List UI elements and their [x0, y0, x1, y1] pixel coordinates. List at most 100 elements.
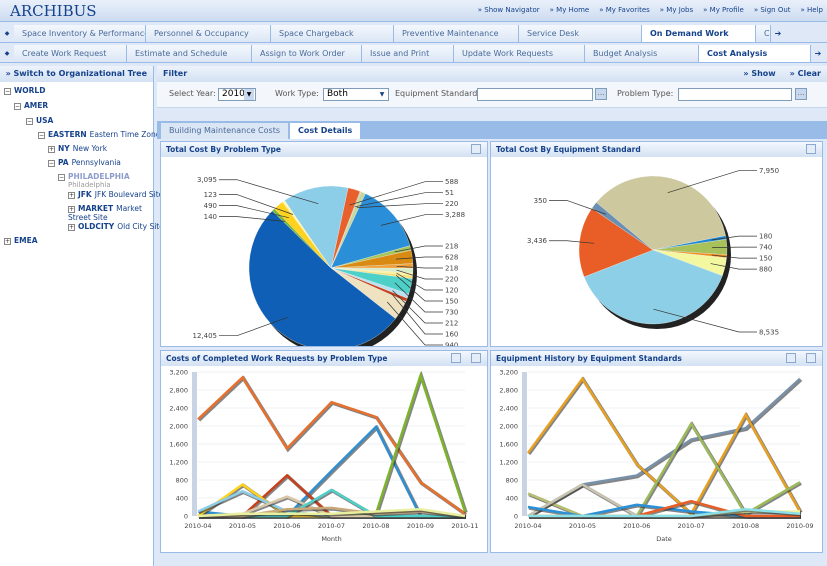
app-header: ARCHIBUS » Show Navigator » My Home » My F…: [0, 0, 827, 22]
equipment-standard-input[interactable]: [477, 88, 593, 101]
expand-icon[interactable]: +: [68, 192, 75, 199]
series-line[interactable]: [197, 375, 466, 515]
pie-slice[interactable]: [596, 175, 726, 251]
pie-slice[interactable]: [591, 202, 654, 251]
scroll-left-icon[interactable]: ◆: [4, 30, 10, 37]
data-view-icon[interactable]: [451, 353, 461, 363]
pie-slice[interactable]: [583, 249, 723, 325]
collapse-icon[interactable]: −: [58, 174, 65, 181]
maximize-icon[interactable]: [806, 144, 816, 154]
switch-tree-link[interactable]: » Switch to Organizational Tree: [0, 66, 153, 82]
tree-node-oldcity[interactable]: + OLDCITY Old City Site: [68, 222, 164, 231]
tree-node-eastern[interactable]: − EASTERN Eastern Time Zone: [38, 130, 160, 139]
tab-issue-and-print[interactable]: Issue and Print: [362, 45, 454, 62]
slice-label: 220: [445, 200, 458, 208]
tab-space-inventory-performance[interactable]: Space Inventory & Performance: [14, 25, 146, 42]
tree-node-philadelphia[interactable]: − PHILADELPHIA Philadelphia: [58, 172, 130, 189]
leader-line: [549, 200, 606, 215]
tab-c[interactable]: C: [756, 25, 771, 42]
show-button[interactable]: » Show: [743, 69, 776, 78]
tree-node-emea[interactable]: + EMEA: [4, 236, 41, 245]
expand-icon[interactable]: +: [4, 238, 11, 245]
pie-slice[interactable]: [330, 193, 411, 269]
collapse-icon[interactable]: −: [26, 118, 33, 125]
slice-label: 150: [759, 255, 772, 263]
filter-header: Filter » Show » Clear: [157, 66, 827, 82]
leader-line: [396, 269, 443, 280]
panel-title: Costs of Completed Work Requests by Prob…: [166, 354, 388, 363]
tree-node-market[interactable]: + MARKET Market Street Site: [68, 204, 152, 222]
top-link[interactable]: » Show Navigator: [477, 6, 540, 14]
top-link[interactable]: » My Profile: [703, 6, 744, 14]
leader-line: [396, 265, 443, 269]
series-line[interactable]: [197, 507, 466, 518]
tab-estimate-and-schedule[interactable]: Estimate and Schedule: [127, 45, 252, 62]
maximize-icon[interactable]: [471, 353, 481, 363]
series-line[interactable]: [526, 376, 802, 516]
tab-preventive-maintenance[interactable]: Preventive Maintenance: [394, 25, 519, 42]
scroll-right-icon[interactable]: ➔: [774, 29, 782, 38]
node-code: EASTERN: [48, 130, 87, 139]
leader-line: [394, 282, 443, 313]
expand-icon[interactable]: +: [68, 206, 75, 213]
worktype-select[interactable]: Both ▼: [323, 88, 389, 101]
tab-assign-to-work-order[interactable]: Assign to Work Order: [252, 45, 362, 62]
tree-node-ny[interactable]: + NY New York: [48, 144, 107, 153]
tab-on-demand-work[interactable]: On Demand Work: [642, 25, 756, 42]
subtab-cost-details[interactable]: Cost Details: [290, 123, 361, 139]
series-shadow: [198, 424, 466, 519]
top-link[interactable]: » My Favorites: [599, 6, 650, 14]
tree-node-pa[interactable]: − PA Pennsylvania: [48, 158, 121, 167]
tab-space-chargeback[interactable]: Space Chargeback: [271, 25, 394, 42]
line-chart: 0 400 800 1,200 1,600 2,000 2,400 2,800 3,200 201…: [499, 369, 813, 544]
problem-select-button[interactable]: …: [795, 88, 807, 100]
scroll-left-icon[interactable]: ◆: [4, 50, 10, 57]
series-line[interactable]: [528, 507, 801, 518]
slice-label: 180: [759, 233, 772, 241]
y-tick-label: 1,600: [169, 441, 188, 449]
tree-node-amer[interactable]: − AMER: [14, 101, 51, 110]
expand-icon[interactable]: +: [48, 146, 55, 153]
equipment-select-button[interactable]: …: [595, 88, 607, 100]
tab-create-work-request[interactable]: Create Work Request: [14, 45, 127, 62]
tree-node-jfk[interactable]: + JFK JFK Boulevard Site: [68, 190, 163, 199]
slice-label: 220: [445, 275, 458, 283]
y-tick-label: 0: [514, 513, 518, 521]
year-select[interactable]: 2010 ▼: [218, 88, 256, 101]
collapse-icon[interactable]: −: [4, 88, 11, 95]
series-line[interactable]: [197, 424, 465, 518]
tab-budget-analysis[interactable]: Budget Analysis: [585, 45, 699, 62]
x-tick-label: 2010-08: [362, 522, 389, 530]
leader-line: [396, 272, 443, 291]
slice-label: 880: [759, 266, 772, 274]
tab-personnel-occupancy[interactable]: Personnel & Occupancy: [146, 25, 271, 42]
collapse-icon[interactable]: −: [14, 103, 21, 110]
tab-update-work-requests[interactable]: Update Work Requests: [454, 45, 585, 62]
leader-line: [395, 275, 443, 302]
tree-node-usa[interactable]: − USA: [26, 116, 56, 125]
node-name: JFK Boulevard Site: [94, 190, 164, 199]
maximize-icon[interactable]: [471, 144, 481, 154]
tree-node-world[interactable]: − WORLD: [4, 86, 48, 95]
clear-button[interactable]: » Clear: [789, 69, 821, 78]
slice-label: 150: [445, 297, 458, 305]
maximize-icon[interactable]: [806, 353, 816, 363]
main-area: Filter » Show » Clear Select Year: 2010 ▼ …: [157, 66, 827, 566]
top-link[interactable]: » My Home: [549, 6, 590, 14]
top-link[interactable]: » Sign Out: [753, 6, 791, 14]
tab-service-desk[interactable]: Service Desk: [519, 25, 642, 42]
pie-slice[interactable]: [248, 210, 396, 351]
collapse-icon[interactable]: −: [38, 132, 45, 139]
top-link[interactable]: » My Jobs: [659, 6, 694, 14]
pie-slice[interactable]: [284, 185, 349, 269]
subtab-building-maintenance-costs[interactable]: Building Maintenance Costs: [161, 123, 289, 139]
node-name: Old City Site: [117, 222, 164, 231]
collapse-icon[interactable]: −: [48, 160, 55, 167]
scroll-right-icon[interactable]: ➔: [814, 49, 822, 58]
top-link[interactable]: » Help: [800, 6, 823, 14]
problem-type-input[interactable]: [678, 88, 792, 101]
y-tick-label: 800: [176, 477, 188, 485]
data-view-icon[interactable]: [786, 353, 796, 363]
tab-cost-analysis[interactable]: Cost Analysis: [699, 45, 811, 62]
expand-icon[interactable]: +: [68, 224, 75, 231]
